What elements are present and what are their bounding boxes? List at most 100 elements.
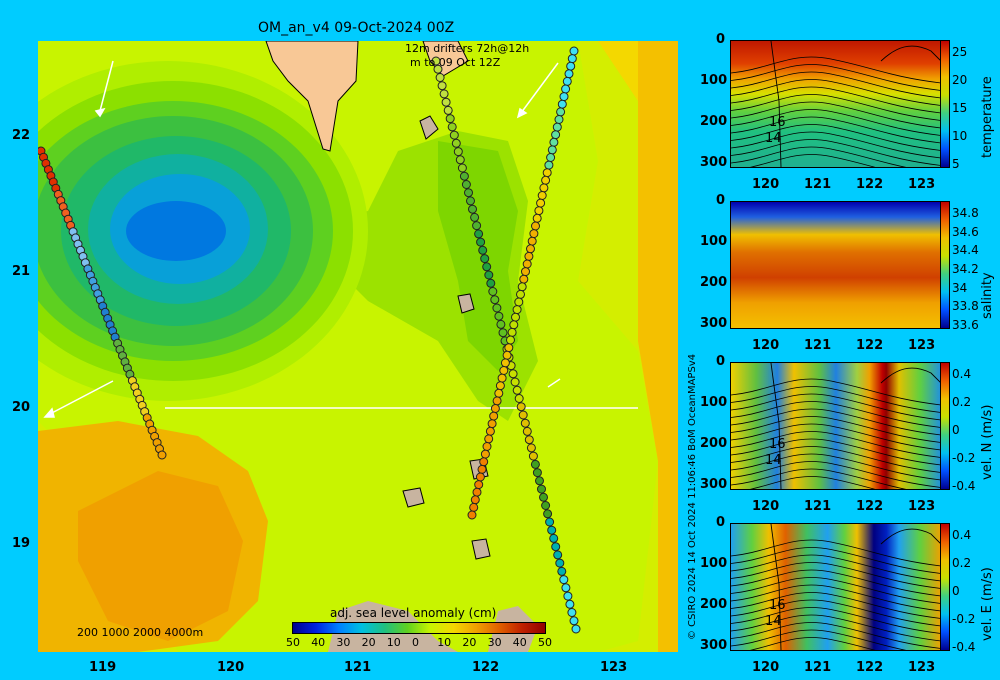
drifter-position-marker [453, 147, 463, 157]
colorbar-tick: 34 [952, 280, 968, 295]
drifter-position-marker [547, 525, 557, 535]
drifter-position-marker [549, 137, 559, 147]
drifter-position-marker [489, 411, 499, 421]
contour-label: 16 [769, 115, 786, 130]
drifter-position-marker [531, 221, 540, 231]
drifter-position-marker [526, 443, 536, 453]
colorbar-tick: 50 [538, 636, 552, 649]
colorbar-tick: 40 [311, 636, 326, 649]
map-title: OM_an_v4 09-Oct-2024 00Z [258, 20, 455, 36]
drifter-position-marker [451, 138, 461, 148]
drifter-position-marker [522, 259, 532, 269]
credit-text: © CSIRO 2024 14 Oct 2024 11:06:46 BoM Oc… [687, 353, 698, 640]
depth-tick: 100 [700, 395, 728, 410]
drifter-position-marker [512, 305, 522, 315]
temperature-section: 16 14 [730, 40, 942, 168]
colorbar-tick: 0.2 [952, 556, 972, 570]
section-lon-tick: 121 [804, 338, 832, 353]
drifter-position-marker [545, 517, 555, 527]
drifter-position-marker [514, 394, 524, 403]
drifter-position-marker [443, 105, 453, 115]
drifter-position-marker [553, 550, 563, 560]
drifter-position-marker [508, 369, 518, 379]
drifter-position-marker [500, 358, 510, 368]
drifter-position-marker [441, 97, 451, 107]
drifter-position-marker [542, 168, 552, 178]
drifter-position-marker [479, 457, 489, 467]
drifter-position-marker [484, 434, 494, 444]
section-lon-tick: 120 [752, 660, 780, 675]
contour-label: 16 [769, 598, 786, 613]
drifter-position-marker [447, 122, 457, 132]
drifter-position-marker [445, 114, 455, 124]
section-lon-tick: 121 [804, 177, 832, 192]
colorbar-tick: 0.2 [952, 395, 972, 409]
drifter-position-marker [524, 251, 534, 261]
drifter-position-marker [495, 381, 505, 391]
colorbar-ticks: 50 40 30 20 10 0 10 20 30 40 50 [286, 636, 552, 652]
vel-e-colorbar [940, 523, 950, 651]
colorbar-tick: 33.8 [952, 299, 979, 314]
drifter-position-marker [569, 616, 579, 626]
drifter-position-marker [472, 221, 482, 231]
colorbar-tick: 25 [952, 45, 968, 59]
drifter-position-marker [518, 410, 528, 420]
depth-tick: 200 [700, 436, 728, 451]
drifter-position-marker [551, 130, 561, 140]
section-lon-tick: 123 [908, 177, 936, 192]
drifter-position-marker [517, 282, 527, 292]
lon-tick-119: 119 [89, 660, 117, 675]
drifter-position-marker [502, 350, 512, 360]
drifter-position-marker [524, 435, 534, 445]
drifter-position-marker [532, 213, 542, 223]
colorbar-tick: 30 [487, 636, 502, 649]
salinity-axis-label: salinity [980, 272, 995, 319]
drifter-position-marker [470, 495, 480, 505]
drifter-position-marker [487, 419, 497, 429]
drifter-position-marker [510, 377, 520, 387]
drifters-label-2: m to 09 Oct 12Z [410, 56, 501, 69]
colorbar-tick: 10 [952, 129, 968, 143]
colorbar-tick: 0 [412, 636, 419, 649]
drifter-position-marker [475, 472, 485, 482]
drifter-position-marker [530, 459, 540, 469]
colorbar-tick: 5 [952, 157, 960, 171]
section-lon-tick: 123 [908, 338, 936, 353]
drifter-position-marker [494, 388, 504, 398]
drifter-position-marker [549, 533, 559, 543]
drifter-position-marker [480, 449, 490, 459]
depth-tick: 300 [700, 638, 728, 653]
section-lon-tick: 122 [856, 660, 884, 675]
drifter-position-marker [477, 464, 487, 474]
drifter-position-marker [543, 509, 553, 519]
section-lon-tick: 121 [804, 660, 832, 675]
drifter-position-marker [534, 206, 544, 216]
drifter-position-marker [457, 163, 467, 173]
drifter-position-marker [455, 155, 465, 165]
drifter-position-marker [497, 373, 507, 383]
vel-n-axis-label: vel. N (m/s) [980, 404, 995, 480]
drifter-position-marker [552, 122, 562, 132]
section-lon-tick: 121 [804, 499, 832, 514]
drifter-position-marker [539, 183, 549, 193]
vel-e-section: 16 14 [730, 523, 942, 651]
colorbar-tick: 34.2 [952, 262, 979, 276]
section-lon-tick: 122 [856, 177, 884, 192]
drifter-position-marker [559, 92, 569, 102]
drifter-position-marker [547, 145, 557, 155]
drifter-position-marker [514, 297, 524, 307]
drifter-position-marker [485, 426, 495, 436]
depth-tick: 300 [700, 477, 728, 492]
drifter-position-marker [527, 236, 537, 246]
drifter-position-marker [567, 608, 577, 617]
drifter-position-marker [567, 54, 577, 64]
depth-tick: 0 [716, 515, 726, 530]
depth-tick: 0 [716, 354, 726, 369]
colorbar-tick: 34.8 [952, 206, 979, 220]
drifter-position-marker [535, 476, 544, 486]
vel-n-section: 16 14 [730, 362, 942, 490]
section-lon-tick: 123 [908, 499, 936, 514]
drifter-position-marker [555, 558, 565, 568]
drifter-position-marker [544, 160, 554, 170]
contour-label: 14 [765, 453, 782, 468]
